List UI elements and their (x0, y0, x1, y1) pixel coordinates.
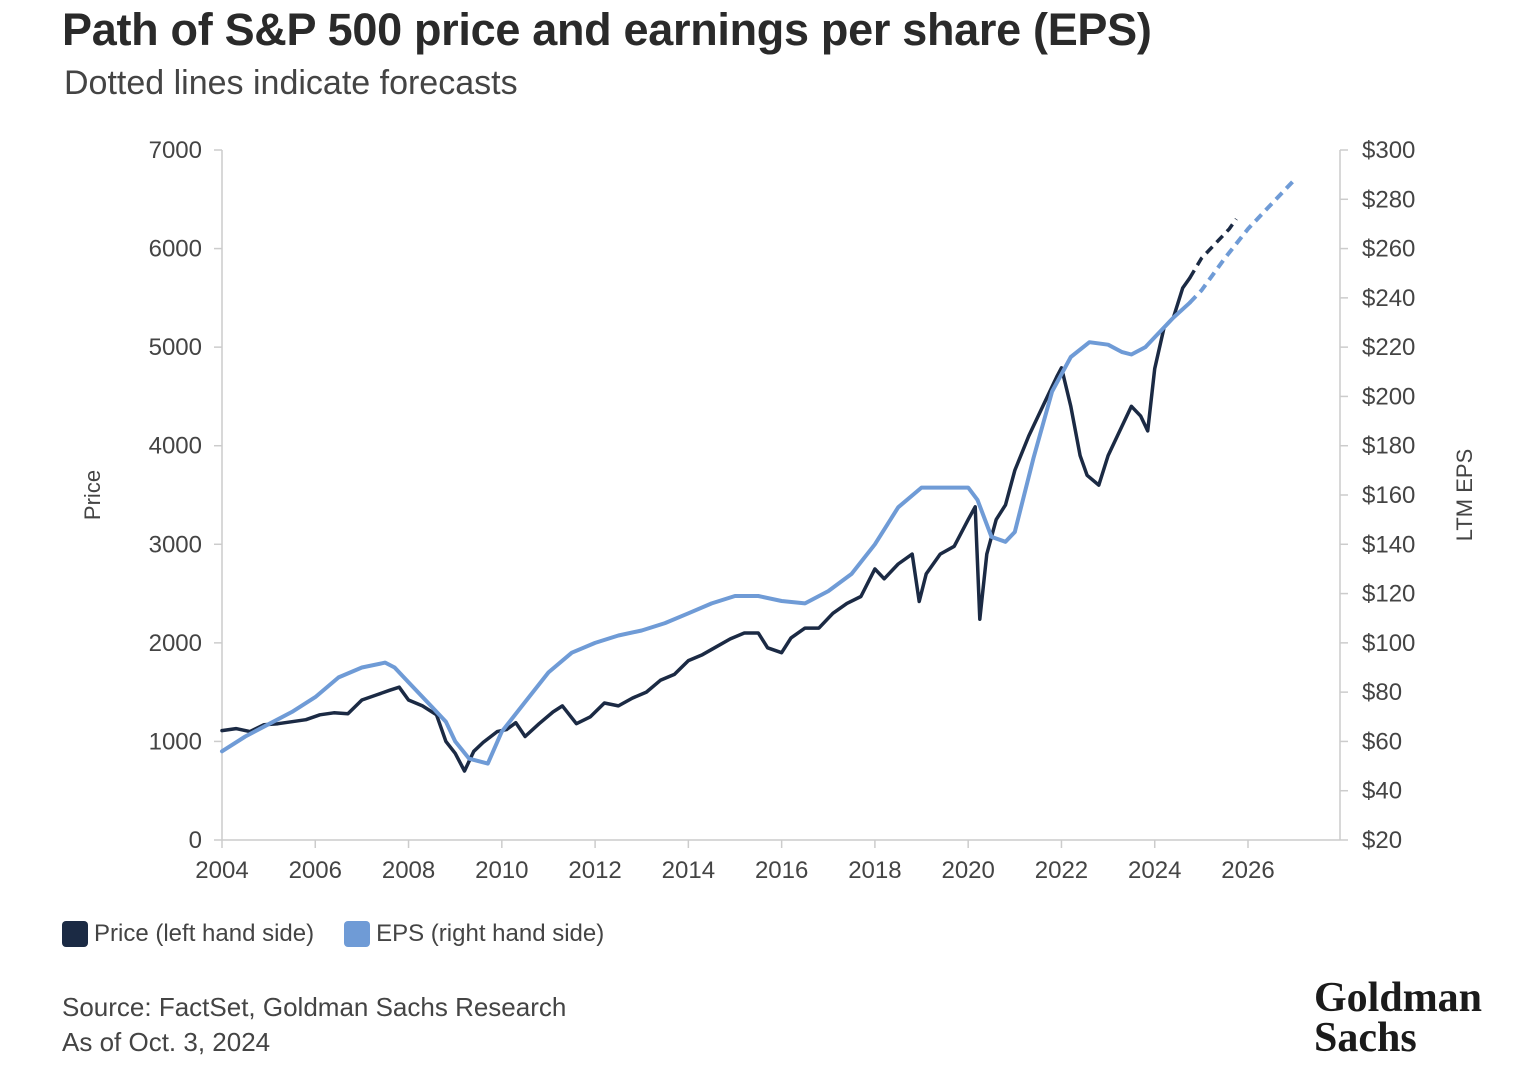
legend-item-price: Price (left hand side) (62, 920, 314, 948)
x-tick-label: 2004 (195, 857, 248, 884)
x-tick-label: 2006 (289, 857, 342, 884)
logo-line-2: Sachs (1314, 1015, 1417, 1061)
y-left-tick-label: 1000 (149, 728, 202, 755)
x-tick-label: 2020 (941, 857, 994, 884)
y-left-tick-label: 0 (189, 827, 202, 854)
as-of-date: As of Oct. 3, 2024 (62, 1027, 271, 1057)
y-right-tick-label: $300 (1362, 137, 1415, 164)
x-tick-label: 2026 (1221, 857, 1274, 884)
logo-line-1: Goldman (1314, 975, 1483, 1021)
chart-legend: Price (left hand side) EPS (right hand s… (62, 920, 634, 948)
x-tick-label: 2016 (755, 857, 808, 884)
y-right-tick-label: $140 (1362, 531, 1415, 558)
page-title: Path of S&P 500 price and earnings per s… (62, 4, 1152, 55)
y-left-tick-label: 7000 (149, 137, 202, 164)
legend-swatch-eps (344, 921, 371, 947)
y-right-axis-label: LTM EPS (1452, 449, 1477, 542)
y-right-tick-label: $100 (1362, 630, 1415, 657)
legend-label-eps: EPS (right hand side) (376, 920, 605, 947)
eps-series-line (220, 300, 1192, 766)
chart-series (220, 178, 1297, 773)
price-forecast-line (1188, 217, 1238, 279)
eps-forecast-line (1188, 178, 1297, 305)
y-right-tick-label: $40 (1362, 778, 1402, 805)
chart-footer: Source: FactSet, Goldman Sachs Research … (62, 990, 566, 1060)
y-right-tick-label: $280 (1362, 186, 1415, 213)
legend-swatch-price (62, 921, 88, 947)
y-right-tick-label: $120 (1362, 581, 1415, 608)
line-chart: 0 1000 2000 3000 4000 5000 6000 7000 $20 $40 $60 $8… (80, 137, 1477, 884)
source-note: Source: FactSet, Goldman Sachs Research (62, 992, 567, 1022)
y-right-tick-label: $180 (1362, 433, 1415, 460)
x-tick-label: 2018 (848, 857, 901, 884)
y-right-tick-label: $220 (1362, 334, 1415, 361)
y-right-tick-label: $60 (1362, 728, 1402, 755)
x-tick-label: 2024 (1128, 857, 1181, 884)
y-right-tick-label: $240 (1362, 285, 1415, 312)
x-tick-label: 2012 (568, 857, 621, 884)
y-right-tick-label: $260 (1362, 236, 1415, 263)
y-left-tick-label: 2000 (149, 630, 202, 657)
y-left-axis-label: Price (80, 470, 105, 520)
y-left-tick-label: 6000 (149, 236, 202, 263)
legend-label-price: Price (left hand side) (94, 920, 315, 947)
y-left-tick-label: 5000 (149, 334, 202, 361)
y-right-tick-label: $80 (1362, 679, 1402, 706)
y-left-tick-label: 4000 (149, 433, 202, 460)
y-left-tick-label: 3000 (149, 531, 202, 558)
x-tick-label: 2014 (662, 857, 715, 884)
chart-axes: 0 1000 2000 3000 4000 5000 6000 7000 $20 $40 $60 $8… (80, 137, 1477, 884)
x-tick-label: 2008 (382, 857, 435, 884)
legend-item-eps: EPS (right hand side) (344, 920, 604, 948)
y-right-tick-label: $20 (1362, 827, 1402, 854)
goldman-sachs-logo: Goldman Sachs (1314, 975, 1483, 1061)
page-subtitle: Dotted lines indicate forecasts (64, 64, 518, 102)
y-right-tick-label: $160 (1362, 482, 1415, 509)
x-tick-label: 2010 (475, 857, 528, 884)
y-right-tick-label: $200 (1362, 383, 1415, 410)
price-series-line (220, 276, 1192, 773)
x-tick-label: 2022 (1035, 857, 1088, 884)
